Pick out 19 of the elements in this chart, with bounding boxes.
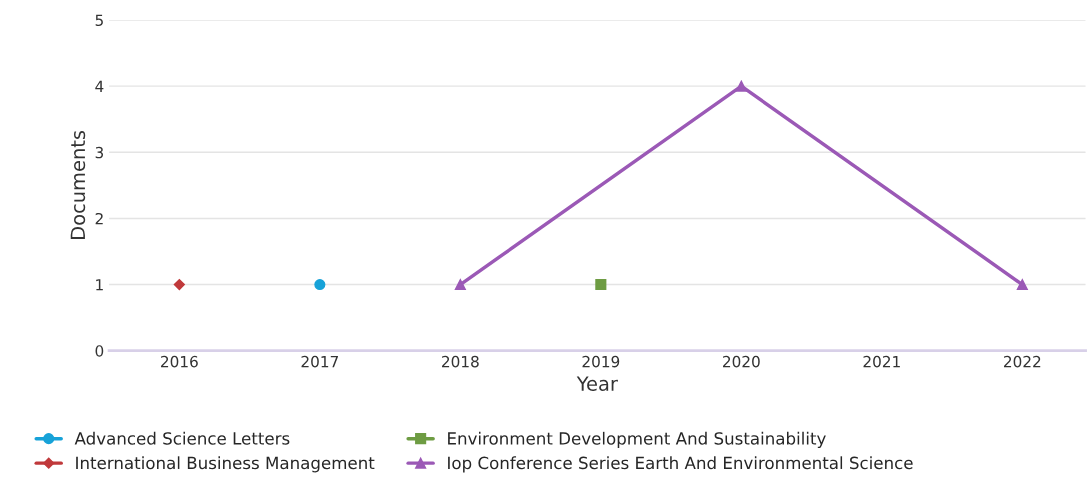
y-tick-label: 5 bbox=[95, 14, 103, 27]
y-axis-title: Documents bbox=[70, 130, 86, 239]
x-tick-label: 2020 bbox=[723, 355, 760, 368]
x-tick-label: 2022 bbox=[1004, 355, 1041, 368]
legend-label: Environment Development And Sustainability bbox=[448, 431, 826, 448]
legend-label: Advanced Science Letters bbox=[74, 431, 290, 445]
y-tick-label: 1 bbox=[96, 279, 103, 291]
y-tick-label: 0 bbox=[95, 345, 104, 357]
x-tick-label: 2021 bbox=[863, 355, 900, 368]
y-tick-label: 2 bbox=[95, 212, 103, 225]
x-tick-label: 2017 bbox=[301, 355, 338, 368]
y-tick-label: 3 bbox=[95, 146, 104, 159]
y-tick-label: 4 bbox=[95, 80, 104, 92]
legend-label: Iop Conference Series Earth And Environmental Science bbox=[448, 456, 913, 473]
x-tick-label: 2019 bbox=[582, 355, 620, 368]
x-axis-title: Year bbox=[576, 376, 618, 391]
x-tick-label: 2016 bbox=[161, 355, 198, 368]
x-tick-label: 2018 bbox=[442, 355, 479, 368]
legend-label: International Business Management bbox=[76, 456, 375, 473]
